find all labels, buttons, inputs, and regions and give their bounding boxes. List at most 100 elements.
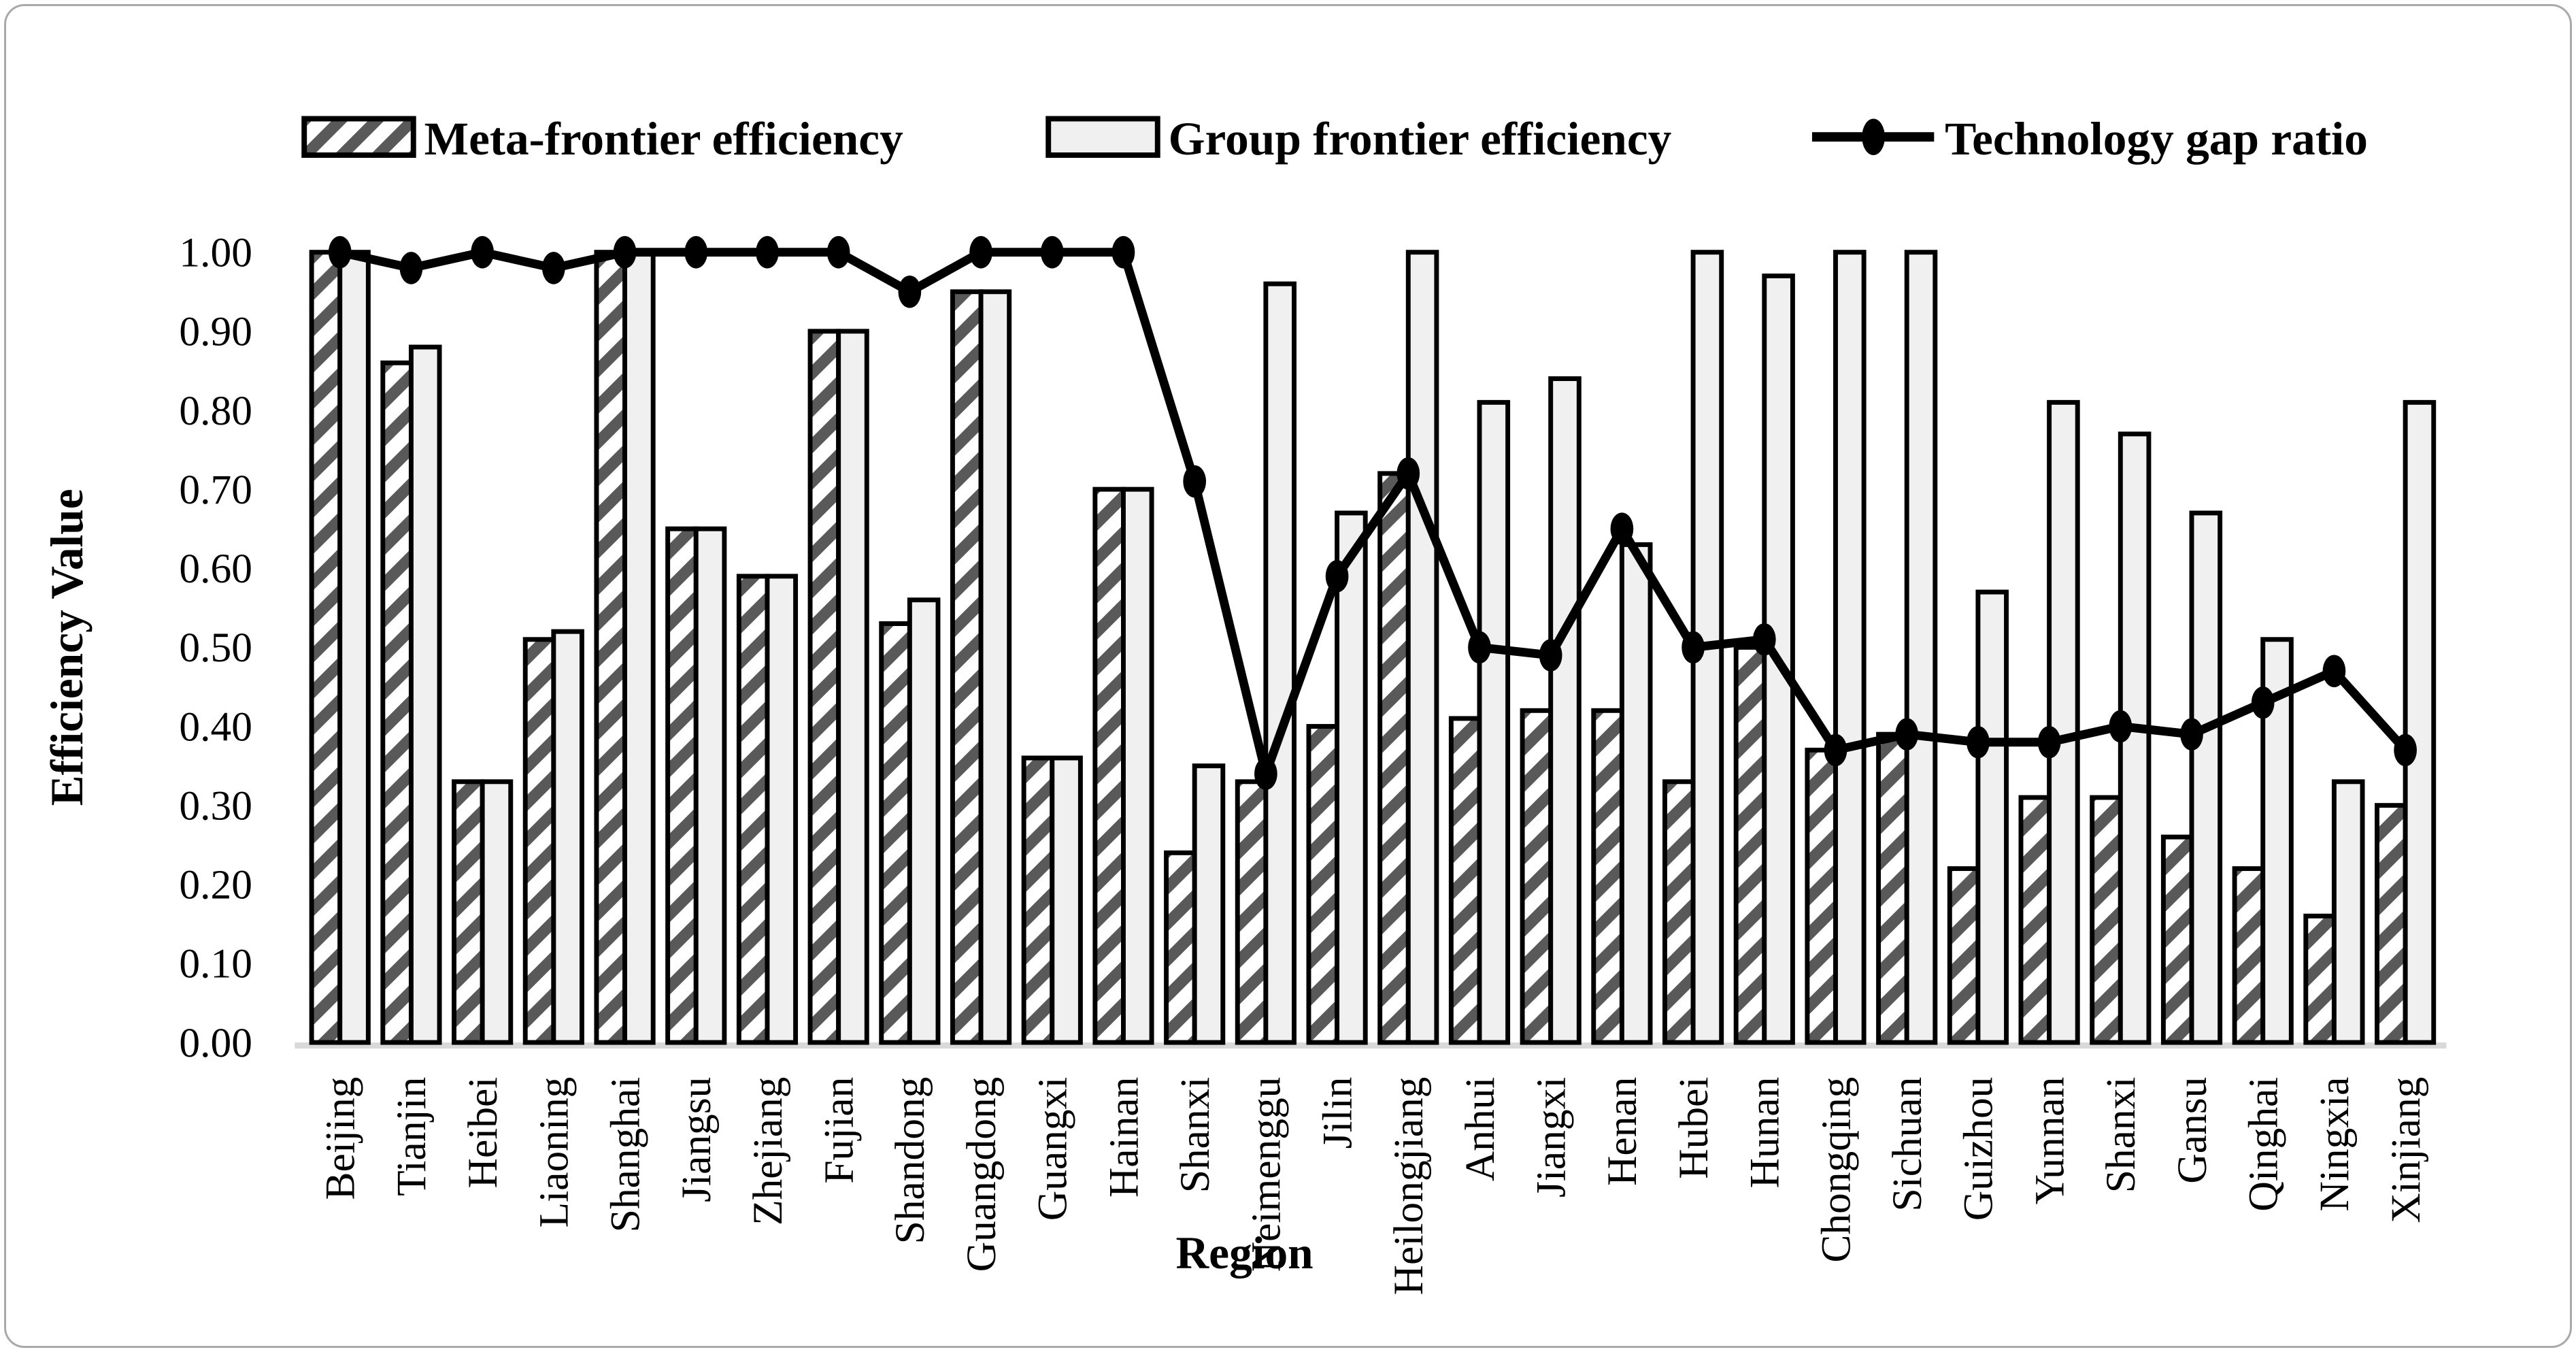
marker-Hubei — [1682, 631, 1705, 664]
legend-swatch-meta-frontier — [301, 116, 416, 158]
bar-meta-Guangdong — [950, 289, 984, 1045]
bar-meta-Shanghai — [594, 250, 628, 1045]
technology-gap-markers — [328, 235, 2417, 790]
bar-group-Hainan — [1121, 487, 1154, 1045]
x-tick-label-Guangdong: Guangdong — [958, 1077, 1005, 1272]
bar-group-Jilin — [1335, 510, 1368, 1045]
bar-meta-Guizhou — [1947, 866, 1981, 1045]
bar-meta-Liaoning — [522, 637, 556, 1045]
bar-meta-Qinghai — [2232, 866, 2266, 1045]
bar-group-Shanxi — [1192, 763, 1226, 1045]
y-tick-label: 0.20 — [179, 862, 252, 908]
marker-Shanxi — [1183, 465, 1207, 498]
bar-meta-Xinjiang — [2375, 803, 2408, 1045]
x-axis-labels: Beijing Tianjin Heibei Liaoning Shanghai Jian… — [318, 1077, 2429, 1296]
y-tick-label: 0.90 — [179, 309, 252, 355]
marker-Qinghai — [2251, 686, 2275, 719]
bar-group-Sichuan — [1904, 250, 1938, 1045]
bar-group-Shandong — [907, 597, 941, 1045]
bar-meta-Chongqing — [1805, 747, 1838, 1045]
technology-gap-line — [339, 248, 2409, 789]
x-tick-label-Qinghai: Qinghai — [2241, 1077, 2287, 1212]
marker-Guangdong — [969, 235, 992, 269]
bar-group-Gansu — [2189, 510, 2223, 1045]
bar-meta-Guangxi — [1021, 755, 1055, 1045]
x-tick-label-Heilongjiang: Heilongjiang — [1386, 1077, 1432, 1296]
y-tick-label: 0.80 — [179, 388, 252, 434]
bar-meta-Yunnan — [2018, 795, 2052, 1045]
x-tick-label-Fujian: Fujian — [816, 1077, 862, 1184]
bar-group-Neimenggu — [1263, 281, 1297, 1045]
x-tick-label-Hubei: Hubei — [1671, 1077, 1717, 1179]
marker-Jilin — [1325, 560, 1349, 593]
bar-meta-Shandong — [879, 621, 912, 1045]
bar-group-Heibei — [480, 779, 514, 1045]
y-tick-label: 0.70 — [179, 467, 252, 513]
legend-label-technology-gap: Technology gap ratio — [1945, 113, 2368, 165]
bar-meta-Beijing — [309, 250, 343, 1045]
bar-group-Heilongjiang — [1405, 250, 1439, 1045]
bar-meta-Anhui — [1448, 716, 1482, 1045]
y-axis-title: Efficiency Value — [41, 489, 93, 806]
x-tick-label-Gansu: Gansu — [2169, 1077, 2215, 1184]
y-tick-label: 0.50 — [179, 625, 252, 671]
marker-Hunan — [1752, 623, 1776, 656]
marker-Jiangxi — [1539, 639, 1562, 672]
x-tick-label-Sichuan: Sichuan — [1884, 1077, 1930, 1212]
x-axis-line — [295, 1042, 2447, 1049]
x-tick-label-Chongqing: Chongqing — [1813, 1077, 1859, 1263]
x-tick-label-Jiangxi: Jiangxi — [1528, 1077, 1574, 1198]
bar-meta-Zhejiang — [736, 574, 770, 1045]
x-tick-label-Guizhou: Guizhou — [1956, 1077, 2002, 1221]
marker-Yunnan — [2037, 725, 2061, 759]
x-tick-label-Hunan: Hunan — [1742, 1077, 1788, 1189]
bar-group-Jiangxi — [1548, 376, 1582, 1045]
marker-Heilongjiang — [1396, 457, 1420, 490]
bar-group-Chongqing — [1833, 250, 1867, 1045]
bar-meta-Shanxi — [2090, 795, 2123, 1045]
bar-group-Tianjin — [408, 344, 442, 1045]
marker-Fujian — [826, 235, 850, 269]
bar-group-Yunnan — [2047, 399, 2080, 1045]
x-tick-label-Shanxi: Shanxi — [2098, 1077, 2144, 1193]
x-tick-label-Jilin: Jilin — [1314, 1077, 1360, 1149]
x-tick-label-Shandong: Shandong — [887, 1077, 933, 1244]
bar-group-Beijing — [337, 250, 371, 1045]
legend-label-group-frontier: Group frontier efficiency — [1169, 113, 1672, 165]
marker-Neimenggu — [1254, 757, 1277, 790]
bar-group-Henan — [1619, 542, 1653, 1045]
marker-Henan — [1610, 512, 1634, 545]
y-tick-label: 1.00 — [179, 230, 252, 276]
bar-meta-Jiangsu — [665, 526, 699, 1045]
marker-Zhejiang — [756, 235, 779, 269]
marker-Guangxi — [1040, 235, 1064, 269]
legend-marker-icon — [1862, 118, 1885, 155]
x-tick-label-Xinjiang: Xinjiang — [2383, 1077, 2429, 1223]
bar-group-Zhejiang — [765, 574, 799, 1045]
bar-meta-Heilongjiang — [1377, 471, 1411, 1045]
marker-Shanxi — [2109, 710, 2132, 743]
bar-group-Jiangsu — [693, 526, 727, 1045]
x-tick-label-Guangxi: Guangxi — [1030, 1077, 1076, 1221]
bar-meta-Henan — [1591, 708, 1624, 1045]
bar-meta-Shanxi — [1164, 850, 1197, 1045]
marker-Anhui — [1468, 631, 1491, 664]
legend: Meta-frontier efficiency Group frontier e… — [301, 113, 2368, 165]
bar-group-Guizhou — [1975, 589, 2009, 1045]
bar-meta-Fujian — [807, 329, 841, 1045]
y-tick-label: 0.00 — [179, 1020, 252, 1066]
marker-Liaoning — [542, 252, 565, 284]
x-tick-label-Heibei: Heibei — [460, 1077, 506, 1189]
bar-meta-Hainan — [1092, 487, 1126, 1045]
bar-meta-Ningxia — [2303, 913, 2337, 1045]
x-tick-label-Liaoning: Liaoning — [531, 1077, 578, 1228]
bar-group-Guangxi — [1050, 755, 1083, 1045]
marker-Hainan — [1111, 235, 1135, 269]
efficiency-chart: Meta-frontier efficiency Group frontier e… — [41, 113, 2447, 1296]
bar-meta-Gansu — [2160, 834, 2194, 1045]
bar-group-Ningxia — [2331, 779, 2365, 1045]
x-tick-label-Hainan: Hainan — [1101, 1077, 1147, 1198]
x-axis-title: Region — [1176, 1227, 1314, 1279]
marker-Jiangsu — [684, 235, 708, 269]
bar-meta-Hunan — [1733, 644, 1767, 1045]
